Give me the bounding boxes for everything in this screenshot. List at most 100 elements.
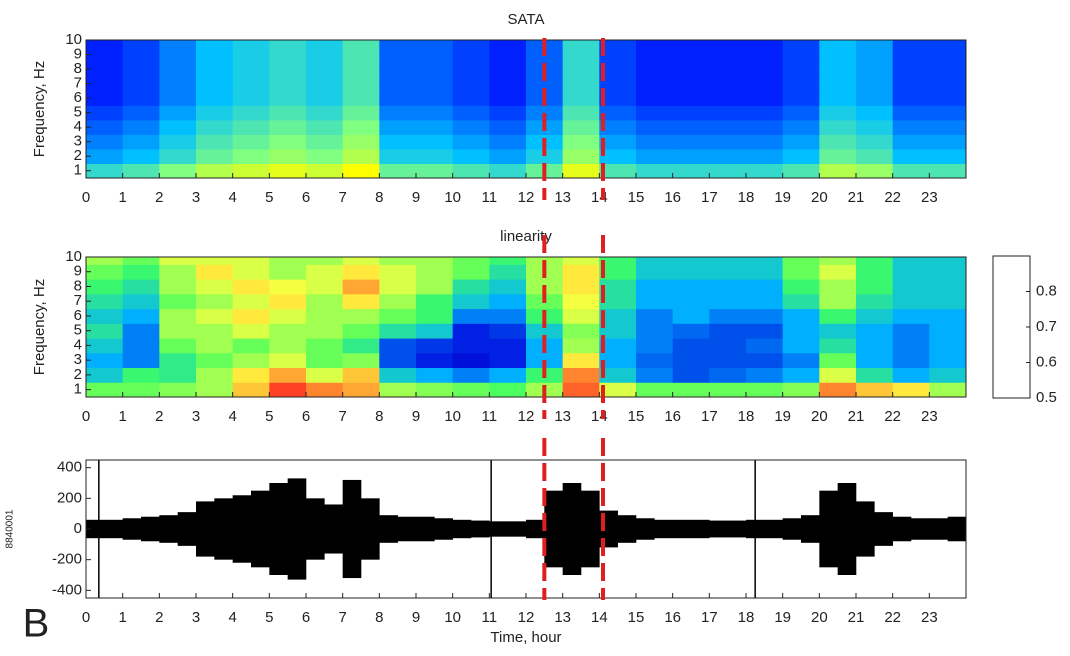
- heatmap-cell: [599, 382, 637, 398]
- x-tick-label: 14: [591, 408, 608, 425]
- x-tick-label: 14: [591, 609, 608, 626]
- heatmap-cell: [342, 352, 380, 369]
- heatmap-cell: [269, 308, 307, 324]
- heatmap-cell: [929, 119, 967, 135]
- x-tick-label: 12: [518, 408, 535, 425]
- heatmap-cell: [562, 338, 600, 354]
- waveform-envelope: [929, 518, 948, 540]
- x-tick-label: 13: [554, 189, 571, 206]
- heatmap-cell: [122, 293, 160, 310]
- heatmap-cell: [306, 308, 344, 324]
- heatmap-cell: [746, 90, 784, 106]
- heatmap-cell: [709, 338, 747, 354]
- heatmap-cell: [599, 90, 637, 106]
- heatmap-cell: [856, 279, 894, 295]
- heatmap-cell: [636, 279, 674, 295]
- heatmap-cell: [489, 308, 527, 324]
- heatmap-cell: [379, 47, 417, 63]
- x-tick-label: 6: [302, 609, 310, 626]
- heatmap-cell: [379, 90, 417, 106]
- heatmap-cell: [269, 382, 307, 398]
- heatmap-cell: [562, 105, 600, 121]
- heatmap-cell: [342, 308, 380, 324]
- heatmap-cell: [709, 119, 747, 135]
- heatmap-cell: [526, 323, 564, 339]
- heatmap-cell: [86, 257, 124, 265]
- waveform-envelope: [526, 519, 545, 539]
- heatmap-cell: [86, 40, 124, 48]
- heatmap-cell: [599, 308, 637, 324]
- heatmap-cell: [562, 148, 600, 164]
- heatmap-cell: [306, 338, 344, 354]
- heatmap-cell: [379, 279, 417, 295]
- heatmap-cell: [232, 257, 270, 265]
- heatmap-cell: [819, 119, 857, 135]
- heatmap-cell: [232, 61, 270, 77]
- heatmap-cell: [819, 308, 857, 324]
- heatmap-cell: [782, 352, 820, 369]
- waveform-envelope: [232, 495, 252, 563]
- heatmap-cell: [122, 61, 160, 77]
- x-tick-label: 13: [554, 609, 571, 626]
- heatmap-cell: [86, 382, 124, 398]
- heatmap-cell: [709, 163, 747, 179]
- heatmap-cell: [782, 134, 820, 150]
- heatmap-cell: [416, 90, 454, 106]
- heatmap-cell: [526, 105, 564, 121]
- heatmap-cell: [232, 367, 270, 383]
- heatmap-cell: [269, 90, 307, 106]
- heatmap-cell: [342, 47, 380, 63]
- heatmap-cell: [929, 148, 967, 164]
- heatmap-cell: [196, 47, 234, 63]
- heatmap-cell: [416, 40, 454, 48]
- heatmap-cell: [709, 76, 747, 92]
- heatmap-cell: [562, 308, 600, 324]
- x-tick-label: 17: [701, 189, 718, 206]
- heatmap-cell: [562, 76, 600, 92]
- heatmap-cell: [196, 134, 234, 150]
- heatmap-cell: [929, 338, 967, 354]
- x-tick-label: 5: [265, 408, 273, 425]
- y-tick-label: 4: [74, 118, 82, 135]
- heatmap-cell: [489, 323, 527, 339]
- waveform-envelope: [911, 518, 930, 540]
- x-tick-label: 17: [701, 408, 718, 425]
- heatmap-cell: [306, 279, 344, 295]
- heatmap-cell: [672, 352, 710, 369]
- colorbar-tick-label: 0.6: [1036, 353, 1057, 370]
- heatmap-cell: [599, 338, 637, 354]
- y-tick-label: 3: [74, 133, 82, 150]
- heatmap-cell: [306, 367, 344, 383]
- waveform-envelope: [636, 518, 655, 540]
- y-tick-label: 6: [74, 89, 82, 106]
- heatmap-cell: [379, 134, 417, 150]
- heatmap-cell: [306, 76, 344, 92]
- heatmap-cell: [636, 148, 674, 164]
- heatmap-cell: [269, 76, 307, 92]
- heatmap-cell: [379, 367, 417, 383]
- waveform-envelope: [324, 504, 343, 554]
- heatmap-cell: [856, 119, 894, 135]
- waveform-envelope: [489, 521, 508, 537]
- heatmap-cell: [856, 308, 894, 324]
- waveform-envelope: [874, 512, 893, 546]
- y-tick-label: 400: [57, 459, 82, 476]
- heatmap-cell: [196, 61, 234, 77]
- heatmap-cell: [929, 352, 967, 369]
- heatmap-cell: [306, 61, 344, 77]
- heatmap-cell: [819, 61, 857, 77]
- heatmap-cell: [379, 76, 417, 92]
- heatmap-cell: [452, 293, 490, 310]
- y-tick-label: -200: [52, 551, 82, 568]
- heatmap-cell: [86, 293, 124, 310]
- heatmap-cell: [929, 264, 967, 280]
- heatmap-cell: [86, 163, 124, 179]
- heatmap-cell: [269, 61, 307, 77]
- heatmap-cell: [892, 367, 930, 383]
- heatmap-cell: [232, 264, 270, 280]
- heatmap-cell: [929, 163, 967, 179]
- heatmap-cell: [636, 76, 674, 92]
- y-tick-label: 9: [74, 263, 82, 280]
- heatmap-cell: [709, 382, 747, 398]
- heatmap-cell: [379, 308, 417, 324]
